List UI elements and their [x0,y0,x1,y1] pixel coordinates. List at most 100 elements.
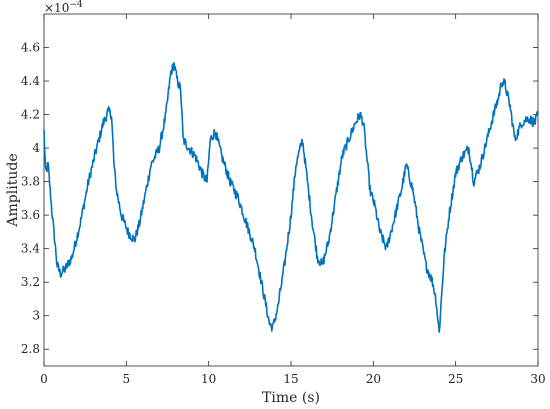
data-point [290,214,292,216]
data-point [206,181,208,183]
data-point [501,80,503,82]
series-line [43,61,539,333]
data-point [107,110,109,112]
data-point [295,164,297,166]
data-point [65,268,67,270]
data-point [509,105,511,107]
data-point [386,248,388,250]
x-tick-label: 10 [201,372,216,386]
data-point [116,189,118,191]
data-point [229,181,231,183]
data-point [341,156,343,158]
y-tick-label: 3.8 [21,175,40,189]
data-point [321,265,323,267]
data-point [150,164,152,166]
data-point [158,147,160,149]
y-tick-label: 4.6 [21,41,40,55]
data-point [277,307,279,309]
data-point [366,156,368,158]
data-point [412,189,414,191]
x-tick-label: 20 [366,372,381,386]
y-tick-label: 4 [32,141,40,155]
data-point [102,122,104,124]
data-point [317,256,319,258]
data-point [369,189,371,191]
y-tick-label: 3.4 [21,242,40,256]
x-axis-ticks: 0 5 10 15 20 25 30 [40,14,546,386]
data-point [504,84,506,86]
data-point [486,139,488,141]
data-point [113,164,115,166]
data-point [180,89,182,91]
x-tick-label: 25 [448,372,463,386]
data-point [514,139,516,141]
x-tick-label: 30 [530,372,545,386]
data-point [363,122,365,124]
data-point [335,198,337,200]
plot-area [43,13,539,367]
data-point [96,147,98,149]
data-point [121,214,123,216]
data-point [214,131,216,133]
data-point [302,139,304,141]
data-point [405,164,407,166]
data-point [127,231,129,233]
data-point [480,164,482,166]
data-point [60,273,62,275]
data-point [348,139,350,141]
data-point [170,72,172,74]
y-axis-ticks: 2.8 3 3.2 3.4 3.6 3.8 4 4.2 4.4 4.6 [21,41,538,356]
data-point [473,181,475,183]
data-point [51,214,53,216]
data-point [246,223,248,225]
data-point [262,290,264,292]
data-point [534,122,536,124]
data-point [272,327,274,329]
y-axis-title: Amplitude [5,153,21,227]
data-point [188,147,190,149]
data-point [111,114,113,116]
data-point [79,223,81,225]
x-tick-label: 0 [40,372,48,386]
y-tick-label: 4.2 [21,108,40,122]
data-point [435,298,437,300]
data-point [182,139,184,141]
data-point [419,231,421,233]
data-point [201,172,203,174]
series-group [43,61,539,333]
data-point [88,181,90,183]
data-point [498,97,500,99]
data-point [354,122,356,124]
data-point [448,214,450,216]
data-point [210,139,212,141]
data-point [43,131,45,133]
data-point [45,172,47,174]
data-point [139,223,141,225]
data-point [195,156,197,158]
data-point [177,80,179,82]
data-point [359,114,361,116]
data-point [374,206,376,208]
data-point [443,256,445,258]
data-point [521,122,523,124]
data-point [468,147,470,149]
data-point [71,256,73,258]
x-axis-title: Time (s) [262,390,320,406]
data-point [379,231,381,233]
data-point [328,239,330,241]
data-point [537,114,539,116]
y-tick-label: 3 [32,309,40,323]
data-point [425,265,427,267]
data-point [461,156,463,158]
x-tick-label: 5 [123,372,131,386]
data-point [307,181,309,183]
data-point [432,281,434,283]
data-point [56,265,58,267]
data-point [254,248,256,250]
data-point [269,323,271,325]
data-point [47,164,49,166]
data-point [221,156,223,158]
data-point [392,223,394,225]
y-tick-label: 3.2 [21,275,40,289]
